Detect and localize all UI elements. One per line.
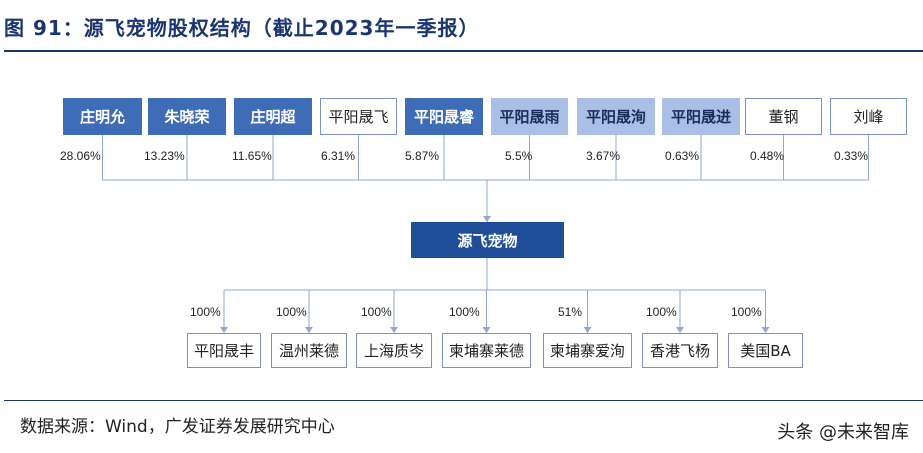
shareholder-pct: 6.31%: [321, 149, 356, 163]
shareholder-pct: 3.67%: [586, 149, 621, 163]
shareholder-box: 庄明超: [234, 98, 312, 135]
subsidiary-box: 香港飞杨: [642, 333, 718, 368]
title-divider: [4, 50, 923, 52]
shareholder-pct: 11.65%: [232, 149, 272, 163]
shareholder-box: 平阳晟睿: [405, 98, 483, 135]
shareholder-box: 刘峰: [830, 98, 907, 135]
subsidiary-pct: 100%: [731, 305, 762, 319]
shareholder-box: 平阳晟飞: [320, 98, 397, 135]
figure-title: 图 91：源飞宠物股权结构（截止2023年一季报）: [4, 16, 480, 40]
footer-divider: [4, 400, 923, 401]
shareholder-box: 平阳晟雨: [491, 98, 568, 135]
subsidiary-box: 美国BA: [728, 333, 803, 368]
shareholder-box: 朱晓荣: [148, 98, 226, 135]
shareholder-box: 董钢: [745, 98, 822, 135]
shareholder-pct: 13.23%: [144, 149, 185, 163]
subsidiary-box: 平阳晟丰: [187, 333, 261, 368]
subsidiary-pct: 100%: [190, 305, 221, 319]
source-note: 数据来源：Wind，广发证券发展研究中心: [20, 417, 335, 437]
shareholder-pct: 5.5%: [505, 149, 533, 163]
subsidiary-box: 上海质岑: [356, 333, 432, 368]
subsidiary-box: 柬埔寨爱洵: [543, 333, 632, 368]
structure-connectors: [102, 135, 869, 333]
subsidiary-box: 温州莱德: [271, 333, 347, 368]
shareholder-pct: 5.87%: [405, 149, 440, 163]
shareholder-box: 庄明允: [63, 98, 142, 135]
subsidiary-pct: 100%: [646, 305, 677, 319]
subsidiary-pct: 100%: [361, 305, 392, 319]
subsidiary-pct: 100%: [276, 305, 307, 319]
shareholder-pct: 0.63%: [665, 149, 700, 163]
shareholder-box: 平阳晟进: [662, 98, 740, 135]
watermark: 头条 @未来智库: [777, 422, 909, 443]
subsidiary-pct: 100%: [449, 305, 480, 319]
shareholder-box: 平阳晟洵: [577, 98, 655, 135]
company-box-yuanfei: 源飞宠物: [411, 222, 564, 258]
subsidiary-pct: 51%: [558, 305, 583, 319]
shareholder-pct: 0.48%: [750, 149, 785, 163]
shareholder-pct: 0.33%: [834, 149, 869, 163]
subsidiary-box: 柬埔寨莱德: [442, 333, 531, 368]
shareholder-pct: 28.06%: [60, 149, 101, 163]
